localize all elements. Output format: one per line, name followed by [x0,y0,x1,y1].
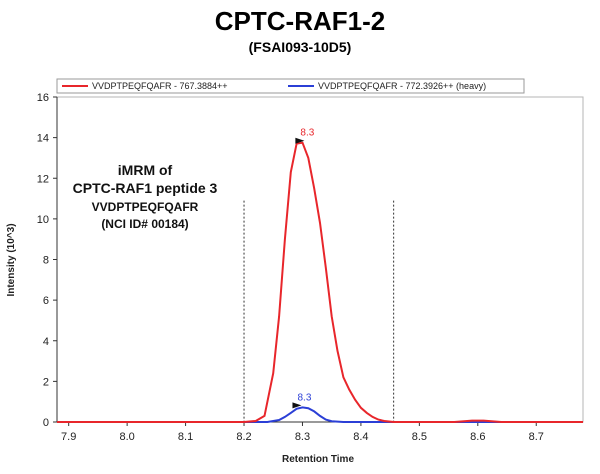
series-line-light [57,141,583,423]
peak-marker-light [295,137,305,144]
y-tick-label: 8 [43,255,49,267]
y-tick-label: 6 [43,295,49,307]
x-axis-label: Retention Time [282,454,354,465]
y-ticks: 0 2 4 6 8 10 12 14 16 [37,92,57,429]
x-tick-label: 8.2 [236,431,251,443]
legend-label-heavy: VVDPTPEQFQAFR - 772.3926++ (heavy) [318,81,486,91]
y-tick-label: 12 [37,173,49,185]
series-line-heavy [57,406,583,423]
peak-label-light: 8.3 [300,128,314,139]
peak-marker-heavy [292,402,302,409]
chart-subtitle: (FSAI093-10D5) [249,39,352,55]
x-tick-label: 8.7 [529,431,544,443]
y-tick-label: 16 [37,92,49,104]
annotation-line-4: (NCI ID# 00184) [101,217,188,231]
y-tick-label: 4 [43,336,49,348]
legend-label-light: VVDPTPEQFQAFR - 767.3884++ [92,81,228,91]
y-tick-label: 14 [37,133,49,145]
x-tick-label: 8.6 [470,431,485,443]
y-tick-label: 10 [37,214,49,226]
y-axis-label: Intensity (10^3) [6,223,17,296]
x-tick-label: 8.4 [353,431,368,443]
annotation-line-2: CPTC-RAF1 peptide 3 [73,180,218,196]
annotation-line-3: VVDPTPEQFQAFR [92,200,199,214]
x-tick-label: 8.1 [178,431,193,443]
chart-title: CPTC-RAF1-2 [215,6,385,36]
x-tick-label: 8.5 [412,431,427,443]
x-tick-label: 8.0 [119,431,134,443]
y-tick-label: 0 [43,417,49,429]
x-ticks: 7.9 8.0 8.1 8.2 8.3 8.4 8.5 8.6 8.7 [61,422,544,443]
x-tick-label: 7.9 [61,431,76,443]
plot-area-frame [56,96,584,423]
y-tick-label: 2 [43,376,49,388]
annotation-line-1: iMRM of [118,162,173,178]
x-tick-label: 8.3 [295,431,310,443]
peak-label-heavy: 8.3 [298,392,312,403]
